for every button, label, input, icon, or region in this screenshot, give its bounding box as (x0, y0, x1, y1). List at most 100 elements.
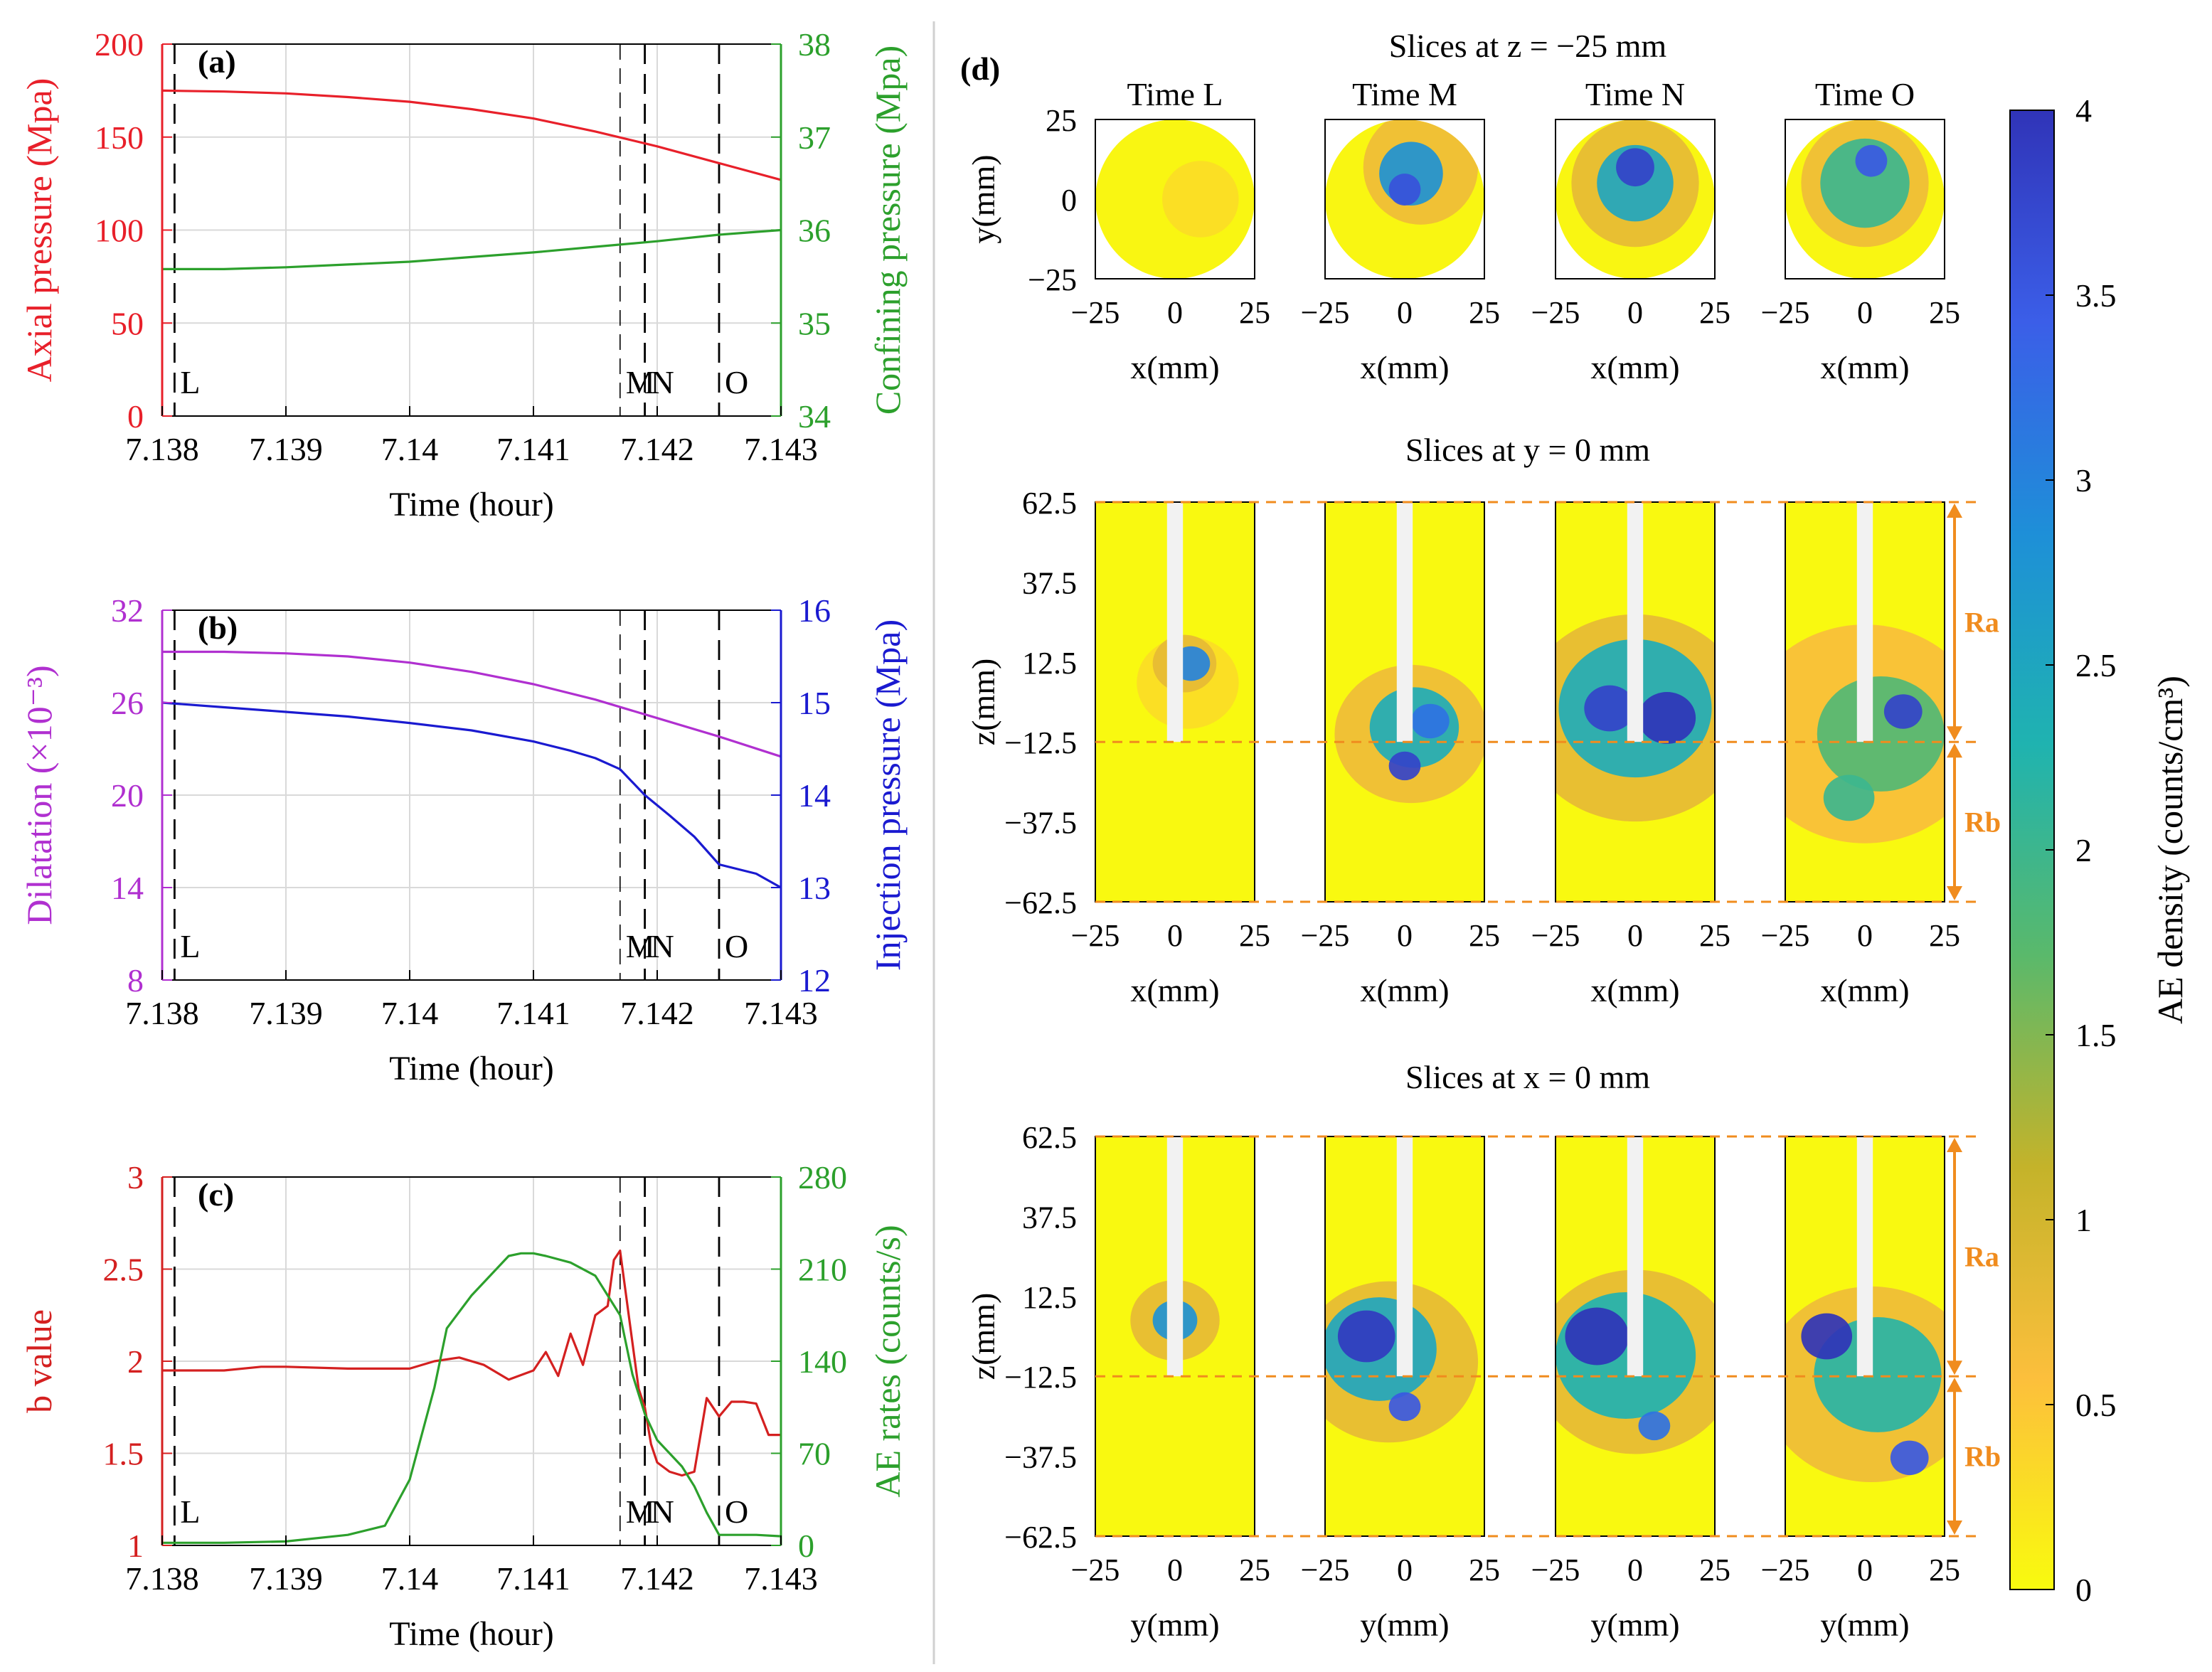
left-y-tick-label: 2.5 (103, 1252, 144, 1288)
borehole (1166, 1136, 1184, 1377)
event-marker-label: O (725, 928, 748, 964)
colorbar-tick-label: 0.5 (2075, 1387, 2117, 1423)
slice-x-tick-label: 0 (1167, 1553, 1183, 1587)
density-blob (1388, 751, 1421, 781)
x-tick-label: 7.142 (620, 995, 694, 1031)
density-blob (1162, 161, 1239, 238)
slice-y-tick-label: −62.5 (1004, 885, 1077, 920)
right-y-tick-label: 210 (798, 1252, 847, 1288)
colorbar-label: AE density (counts/cm³) (2150, 676, 2190, 1024)
slice-x-tick-label: 0 (1857, 1553, 1873, 1587)
density-blob (1616, 148, 1654, 187)
borehole (1166, 502, 1184, 742)
time-label: Time M (1352, 76, 1457, 112)
slice-x-axis-label: y(mm) (1590, 1607, 1679, 1643)
x-axis-label: Time (hour) (389, 486, 554, 523)
event-marker-label: N (651, 1493, 674, 1530)
slice-row-2: Slices at y = 0 mm z(mm) 62.5 37.5 12.5 −12.5… (965, 432, 2001, 1008)
series-line-bvalue (162, 1249, 781, 1477)
slice-x-tick-label: 0 (1857, 295, 1873, 330)
chart-c: L MN O 7.138 7.139 7.14 7.141 7.142 7.143 Time (h… (19, 1159, 908, 1653)
slice-x-tick-label: 25 (1929, 1553, 1960, 1587)
slice-x-tick-label: −25 (1531, 1553, 1580, 1587)
slice-x-tick-label: 25 (1469, 918, 1500, 953)
density-blob (1337, 1310, 1395, 1363)
slice-x-tick-label: −25 (1301, 1553, 1350, 1587)
x-tick-label: 7.138 (125, 995, 199, 1031)
slice-x-tick-label: 25 (1929, 295, 1960, 330)
slice-content (1785, 502, 1945, 902)
region-arrow-head-up (1947, 1138, 1962, 1152)
left-axis-title: Dilatation (×10⁻³) (19, 665, 59, 925)
slice-x-tick-label: 0 (1857, 918, 1873, 953)
right-y-tick-label: 14 (798, 777, 831, 814)
slice-heatmap: −25 0 25 x(mm) (1301, 501, 1500, 1008)
borehole (1627, 1136, 1644, 1377)
slice-heatmap: −25 0 25 y(mm) (1761, 1136, 1960, 1643)
left-y-tick-label: 200 (95, 26, 144, 63)
slice-content (1095, 502, 1255, 902)
x-tick-label: 7.139 (249, 431, 323, 467)
density-blob (1801, 1313, 1853, 1360)
left-axis-title: Axial pressure (Mpa) (19, 78, 59, 383)
borehole (1856, 502, 1873, 742)
borehole (1396, 1136, 1413, 1377)
event-marker-label: M (626, 928, 655, 964)
slice-heatmap: −25 0 25 y(mm) (1071, 1136, 1270, 1643)
slice-y-tick-label: 62.5 (1022, 486, 1077, 521)
slice-x-tick-label: 0 (1627, 295, 1643, 330)
slice-x-axis-label: x(mm) (1360, 349, 1449, 385)
event-marker-label: O (725, 1493, 748, 1530)
slice-heatmap: −25 0 25 x(mm) (1761, 119, 1960, 385)
slice-y-tick-label: 62.5 (1022, 1120, 1077, 1155)
event-marker-label: O (725, 364, 748, 400)
slice-content (1325, 1136, 1484, 1536)
region-label: Rb (1964, 1441, 2001, 1473)
left-y-tick-label: 8 (127, 962, 144, 999)
slice-x-tick-label: 25 (1239, 295, 1270, 330)
slice-content (1556, 119, 1715, 279)
region-arrow-head-down (1947, 1361, 1962, 1375)
time-label: Time L (1127, 76, 1223, 112)
slice-y-tick-label: 0 (1061, 183, 1077, 218)
slice-x-axis-label: x(mm) (1130, 972, 1219, 1008)
x-tick-label: 7.143 (744, 1560, 818, 1597)
density-blob (1883, 694, 1923, 729)
slice-x-axis-label: x(mm) (1130, 349, 1219, 385)
slice-x-tick-label: 0 (1627, 918, 1643, 953)
x-tick-label: 7.142 (620, 1560, 694, 1597)
right-y-tick-label: 16 (798, 592, 831, 629)
x-tick-label: 7.138 (125, 431, 199, 467)
region-arrow-head-down (1947, 886, 1962, 900)
slice-content (1556, 502, 1715, 902)
slice-row-title: Slices at z = −25 mm (1389, 28, 1667, 64)
event-marker-label: M (626, 364, 655, 400)
slice-content (1325, 502, 1484, 902)
right-y-tick-label: 35 (798, 305, 831, 341)
density-blob (1584, 685, 1635, 732)
slice-frame (1095, 119, 1255, 279)
event-marker-label: L (180, 928, 200, 964)
slice-x-tick-label: 25 (1469, 295, 1500, 330)
right-y-tick-label: 12 (798, 962, 831, 999)
left-y-tick-label: 50 (111, 305, 144, 341)
slice-x-tick-label: 25 (1929, 918, 1960, 953)
colorbar-tick-label: 2 (2075, 832, 2092, 868)
right-axis-title: Injection pressure (Mpa) (868, 619, 908, 971)
slice-x-tick-label: −25 (1071, 1553, 1120, 1587)
right-y-tick-label: 280 (798, 1159, 847, 1196)
x-axis-label: Time (hour) (389, 1615, 554, 1653)
series-line-confining (162, 228, 782, 270)
x-tick-label: 7.143 (744, 431, 818, 467)
slice-x-axis-label: x(mm) (1820, 972, 1909, 1008)
region-label: Ra (1964, 607, 1999, 639)
slice-x-tick-label: −25 (1761, 1553, 1810, 1587)
slice-heatmap: −25 0 25 x(mm) (1071, 119, 1270, 385)
slice-x-axis-label: x(mm) (1590, 349, 1679, 385)
x-axis-label: Time (hour) (389, 1050, 554, 1087)
event-marker-label: L (180, 1493, 200, 1530)
left-y-tick-label: 2 (127, 1343, 144, 1380)
left-y-tick-label: 14 (111, 870, 144, 906)
